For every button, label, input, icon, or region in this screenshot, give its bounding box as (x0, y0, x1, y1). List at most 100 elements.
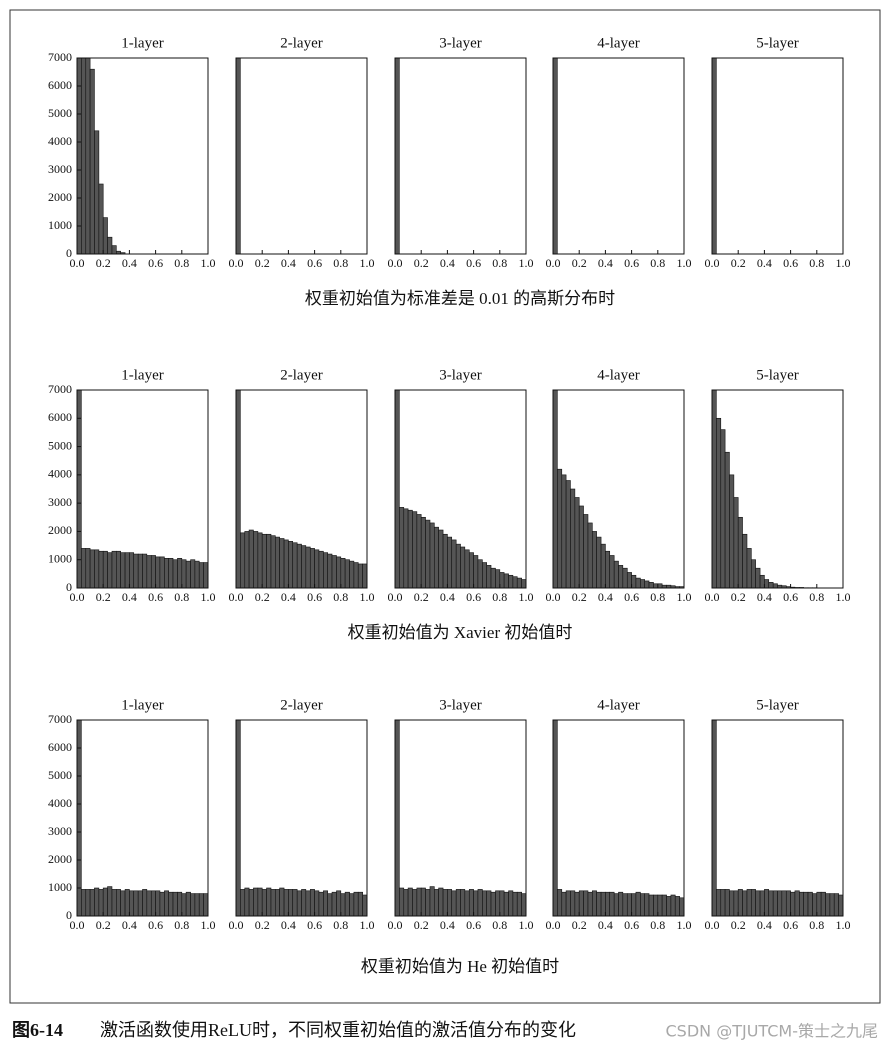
bar (310, 548, 314, 588)
x-tick-label: 0.8 (174, 918, 189, 932)
bar (267, 888, 271, 916)
bar (103, 218, 107, 254)
bar (509, 575, 513, 588)
panel-title: 2-layer (280, 697, 322, 713)
bar (271, 536, 275, 588)
bar (236, 720, 240, 916)
bar (421, 517, 425, 588)
bar (562, 475, 566, 588)
x-tick-label: 0.0 (388, 256, 403, 270)
bar (653, 895, 657, 916)
bar (452, 540, 456, 588)
bar (778, 891, 782, 916)
bar (716, 889, 720, 916)
bar (288, 889, 292, 916)
x-tick-label: 0.6 (783, 918, 798, 932)
bar (108, 237, 112, 254)
bar (125, 553, 129, 588)
bar (345, 560, 349, 588)
bar (81, 548, 85, 588)
bar (439, 530, 443, 588)
bar (500, 891, 504, 916)
bar (112, 551, 116, 588)
y-tick-label: 5000 (48, 106, 72, 120)
x-tick-label: 0.6 (148, 256, 163, 270)
bar (262, 534, 266, 588)
bar (712, 720, 716, 916)
bar (426, 520, 430, 588)
x-tick-label: 0.4 (281, 918, 296, 932)
bar (465, 550, 469, 588)
x-tick-label: 0.4 (757, 918, 772, 932)
bar (81, 58, 85, 254)
panel-title: 1-layer (121, 367, 163, 383)
bar (99, 184, 103, 254)
bar (412, 889, 416, 916)
bar (112, 246, 116, 254)
bar (786, 891, 790, 916)
y-tick-label: 0 (66, 580, 72, 594)
x-tick-label: 0.4 (281, 590, 296, 604)
bar (579, 891, 583, 916)
bar (570, 489, 574, 588)
bar (164, 891, 168, 916)
x-tick-label: 0.2 (96, 256, 111, 270)
x-tick-label: 1.0 (360, 590, 375, 604)
bar (336, 557, 340, 588)
bar (404, 509, 408, 588)
bar (469, 889, 473, 916)
x-tick-label: 0.4 (440, 590, 455, 604)
bar (191, 560, 195, 588)
bar (812, 894, 816, 916)
y-tick-label: 0 (66, 246, 72, 260)
bar (90, 550, 94, 588)
bar (164, 558, 168, 588)
bar (469, 553, 473, 588)
x-tick-label: 0.8 (333, 918, 348, 932)
bar (482, 563, 486, 588)
bar (712, 390, 716, 588)
bar (517, 578, 521, 588)
bar (821, 892, 825, 916)
bar (456, 889, 460, 916)
bar (258, 888, 262, 916)
bar (77, 58, 81, 254)
x-tick-label: 0.8 (333, 590, 348, 604)
bar (619, 892, 623, 916)
y-tick-label: 5000 (48, 438, 72, 452)
bar (297, 544, 301, 588)
bar (173, 892, 177, 916)
x-tick-label: 1.0 (519, 590, 534, 604)
x-tick-label: 0.0 (546, 918, 561, 932)
y-tick-label: 4000 (48, 796, 72, 810)
x-tick-label: 0.6 (307, 590, 322, 604)
bar (487, 891, 491, 916)
bar (129, 891, 133, 916)
bar (553, 390, 557, 588)
bar (487, 565, 491, 588)
x-tick-label: 0.2 (96, 918, 111, 932)
bar (341, 894, 345, 916)
bar (434, 527, 438, 588)
y-tick-label: 1000 (48, 218, 72, 232)
bar (592, 891, 596, 916)
x-tick-label: 0.2 (731, 256, 746, 270)
figure-label: 图6-14 (12, 1020, 63, 1040)
bar (302, 889, 306, 916)
bar (439, 888, 443, 916)
bar (358, 892, 362, 916)
x-tick-label: 1.0 (677, 590, 692, 604)
x-tick-label: 0.0 (705, 590, 720, 604)
bar (245, 531, 249, 588)
bar (610, 555, 614, 588)
bar (614, 561, 618, 588)
bar (199, 894, 203, 916)
bar (804, 892, 808, 916)
x-tick-label: 0.0 (546, 590, 561, 604)
x-tick-label: 1.0 (677, 256, 692, 270)
x-tick-label: 0.2 (572, 918, 587, 932)
bar (345, 892, 349, 916)
bar (240, 889, 244, 916)
x-tick-label: 0.8 (650, 256, 665, 270)
